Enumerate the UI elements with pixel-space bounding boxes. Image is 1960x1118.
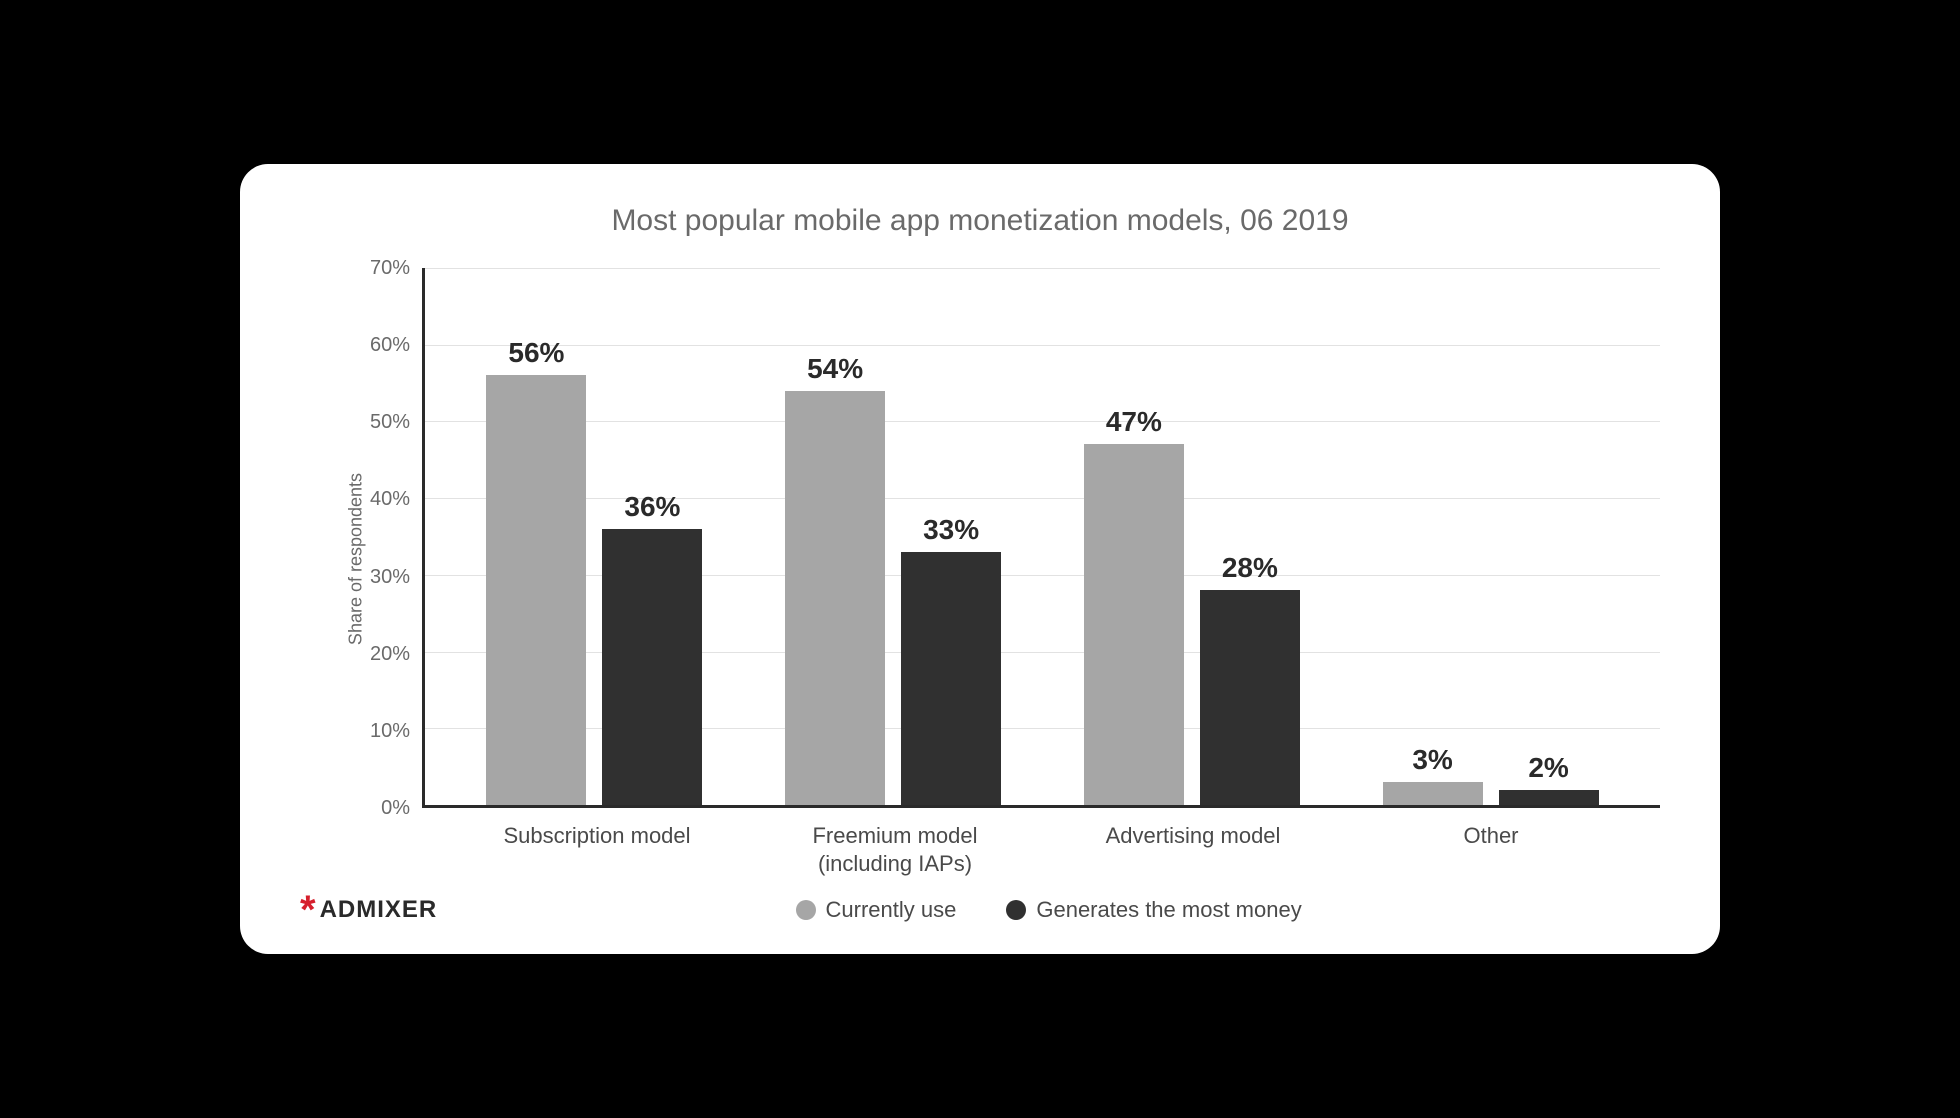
- bar: 2%: [1499, 790, 1599, 805]
- bar: 47%: [1084, 444, 1184, 805]
- bar: 3%: [1383, 782, 1483, 805]
- logo-text: ADMIXER: [320, 896, 438, 924]
- bar-value-label: 3%: [1412, 744, 1452, 776]
- asterisk-icon: *: [300, 890, 316, 930]
- bars-container: 56%36%54%33%47%28%3%2%: [425, 268, 1660, 805]
- legend-item: Currently use: [796, 897, 957, 923]
- plot-area: 56%36%54%33%47%28%3%2%: [422, 268, 1660, 808]
- y-axis-label: Share of respondents: [346, 473, 367, 645]
- bar-group: 56%36%: [486, 268, 702, 805]
- legend-label: Generates the most money: [1036, 897, 1301, 923]
- x-axis-label: Subscription model: [448, 822, 746, 877]
- bar-value-label: 36%: [624, 491, 680, 523]
- bar-value-label: 47%: [1106, 406, 1162, 438]
- bar-value-label: 33%: [923, 514, 979, 546]
- bar: 56%: [486, 375, 586, 805]
- bar: 33%: [901, 552, 1001, 805]
- legend: Currently use Generates the most money: [437, 897, 1660, 923]
- footer: * ADMIXER Currently use Generates the mos…: [300, 890, 1660, 930]
- legend-swatch-icon: [796, 900, 816, 920]
- bar-group: 3% 2%: [1383, 268, 1599, 805]
- admixer-logo: * ADMIXER: [300, 890, 437, 930]
- chart-title: Most popular mobile app monetization mod…: [300, 204, 1660, 238]
- legend-item: Generates the most money: [1006, 897, 1301, 923]
- bar-value-label: 54%: [807, 353, 863, 385]
- x-axis-label: Advertising model: [1044, 822, 1342, 877]
- x-axis-label: Other: [1342, 822, 1640, 877]
- bar: 28%: [1200, 590, 1300, 805]
- bar: 54%: [785, 391, 885, 805]
- bar-group: 47%28%: [1084, 268, 1300, 805]
- y-axis-ticks: 70%60%50%40%30%20%10%0%: [370, 268, 422, 808]
- chart-area: 70%60%50%40%30%20%10%0% 56%36%54%33%47%2…: [370, 268, 1660, 808]
- bar-value-label: 2%: [1528, 752, 1568, 784]
- bar-value-label: 56%: [508, 337, 564, 369]
- bar-group: 54%33%: [785, 268, 1001, 805]
- legend-swatch-icon: [1006, 900, 1026, 920]
- legend-label: Currently use: [826, 897, 957, 923]
- x-axis-labels: Subscription modelFreemium model(includi…: [428, 808, 1660, 877]
- bar: 36%: [602, 529, 702, 805]
- bar-value-label: 28%: [1222, 552, 1278, 584]
- chart-card: Most popular mobile app monetization mod…: [240, 164, 1720, 954]
- x-axis-label: Freemium model(including IAPs): [746, 822, 1044, 877]
